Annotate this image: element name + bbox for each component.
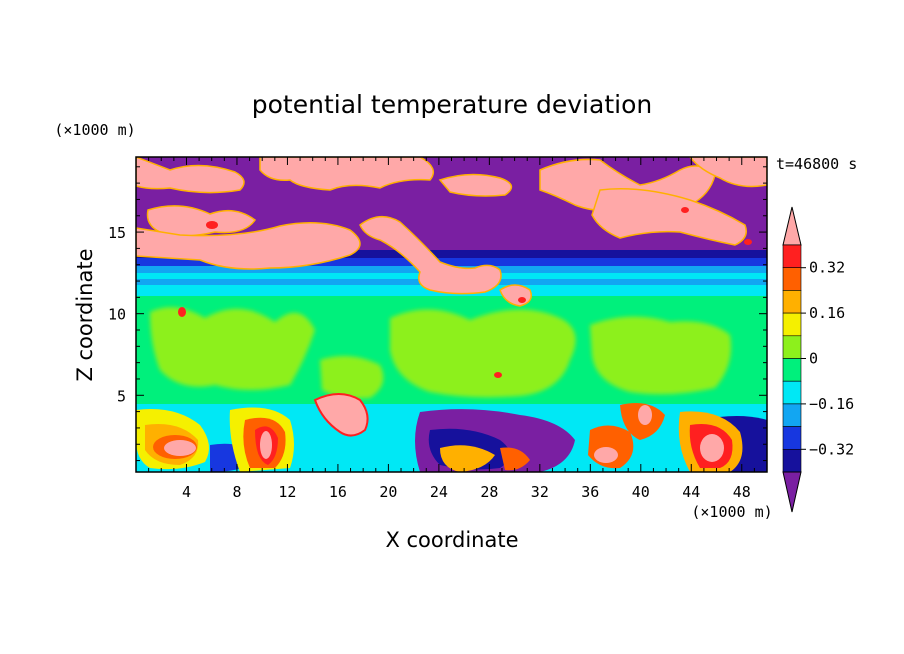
colorbar-bin	[782, 426, 802, 450]
field-upper-warm-regions	[136, 157, 767, 307]
colorbar-bin	[782, 380, 802, 405]
x-tick-label: 4	[182, 483, 191, 501]
field-lightgreen-patches	[150, 307, 731, 399]
x-axis-label: X coordinate	[385, 528, 518, 552]
x-tick-label: 36	[581, 483, 599, 501]
x-tick-label: 24	[430, 483, 448, 501]
colorbar-bin	[782, 267, 802, 291]
y-axis-label: Z coordinate	[73, 248, 97, 381]
time-label: t=46800 s	[776, 155, 857, 173]
colorbar-tick-label: −0.16	[809, 395, 854, 413]
colorbar-tick-label: 0	[809, 350, 818, 368]
x-tick-label: 8	[232, 483, 241, 501]
contour-field	[136, 157, 767, 472]
x-tick-label: 32	[531, 483, 549, 501]
colorbar-bin	[782, 448, 802, 473]
y-unit-label: (×1000 m)	[54, 121, 135, 139]
colorbar-extend-top	[782, 206, 802, 246]
field-red-spots	[178, 207, 752, 378]
colorbar-bin	[782, 358, 802, 382]
colorbar-bin	[782, 335, 802, 359]
x-tick-label: 28	[480, 483, 498, 501]
x-tick-label: 48	[733, 483, 751, 501]
y-tick-label: 10	[108, 306, 126, 324]
colorbar-bin	[782, 312, 802, 337]
field-blue-band	[136, 250, 767, 260]
x-tick-label: 44	[682, 483, 700, 501]
field-boundary-eddies	[136, 393, 767, 472]
colorbar-bin	[782, 290, 802, 314]
x-tick-label: 12	[278, 483, 296, 501]
y-tick-label: 5	[117, 387, 126, 405]
y-tick-label: 15	[108, 224, 126, 242]
field-cyan-band	[136, 258, 767, 268]
colorbar-extend-bottom	[782, 471, 802, 513]
x-tick-label: 16	[329, 483, 347, 501]
x-tick-label: 20	[379, 483, 397, 501]
colorbar-tick-label: 0.16	[809, 304, 845, 322]
colorbar-bin	[782, 403, 802, 427]
chart-title: potential temperature deviation	[252, 90, 652, 119]
colorbar-tick-label: 0.32	[809, 259, 845, 277]
colorbar-bin	[782, 244, 802, 269]
colorbar: 0.32 0.16 0 −0.16 −0.32	[782, 206, 854, 513]
x-unit-label: (×1000 m)	[691, 503, 772, 521]
x-tick-label: 40	[632, 483, 650, 501]
colorbar-tick-label: −0.32	[809, 440, 854, 458]
